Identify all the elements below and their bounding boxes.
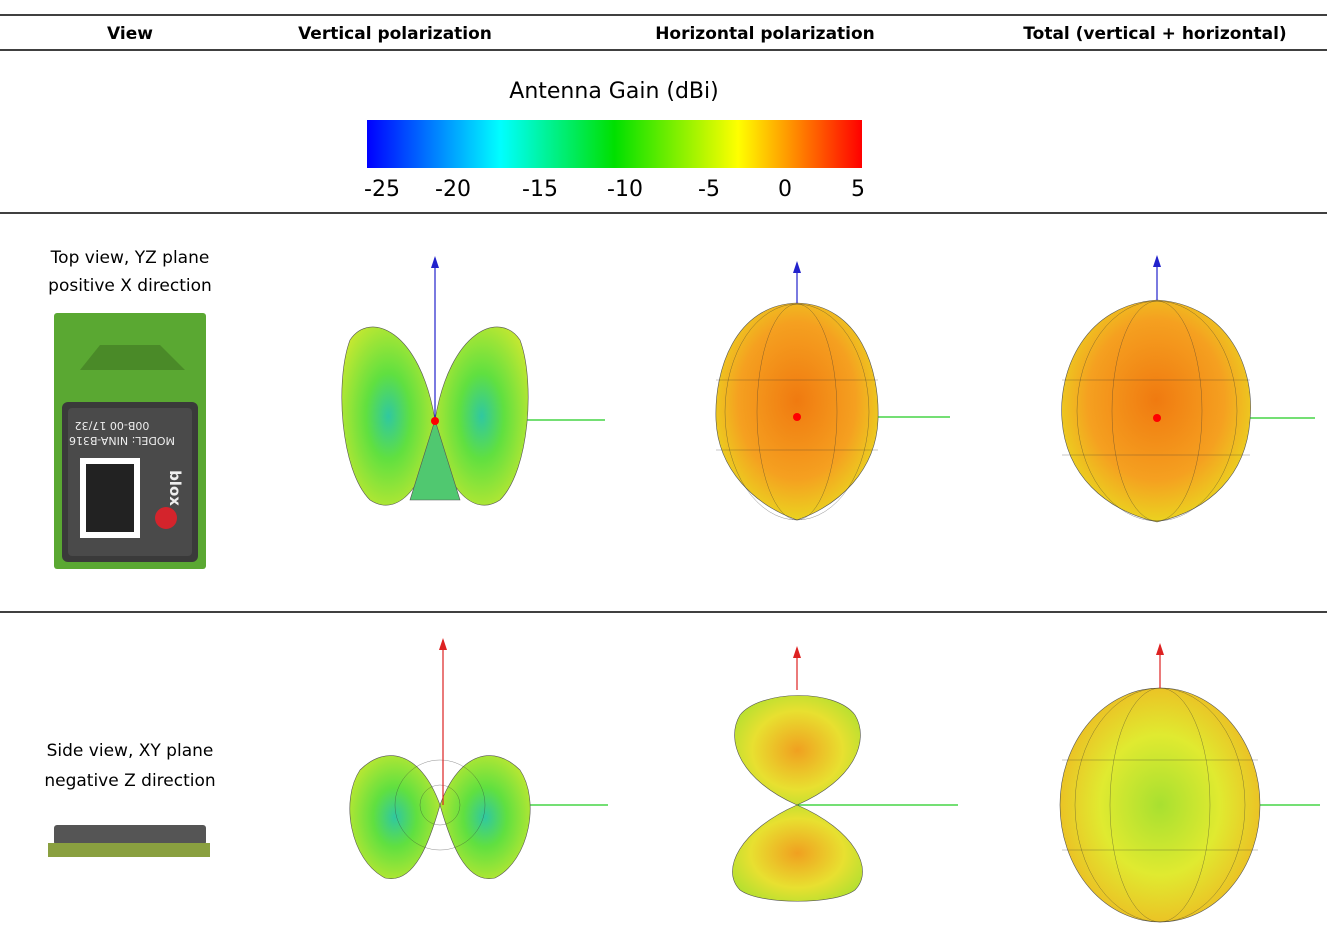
view-label: Top view, YZ plane xyxy=(50,248,210,268)
module-side-image xyxy=(48,825,210,857)
colorbar-tick-label: -20 xyxy=(435,177,471,202)
pattern-vertical-top xyxy=(341,256,605,506)
colorbar-tick-label: -25 xyxy=(364,177,400,202)
module-text: MODEL: NINA-B316 xyxy=(69,434,175,447)
module-text: blox xyxy=(166,470,184,506)
colorbar-tick-label: 0 xyxy=(778,177,792,202)
view-label: positive X direction xyxy=(48,276,212,296)
colorbar-title: Antenna Gain (dBi) xyxy=(509,79,718,104)
colorbar-tick-label: -10 xyxy=(607,177,643,202)
pattern-horizontal-side xyxy=(732,646,958,902)
module-text: 00B-00 17/32 xyxy=(75,419,150,432)
column-header: Vertical polarization xyxy=(298,24,492,44)
column-header: Total (vertical + horizontal) xyxy=(1023,24,1286,44)
column-header: Horizontal polarization xyxy=(655,24,875,44)
module-top-image: MODEL: NINA-B316 00B-00 17/32 blox xyxy=(54,313,206,569)
colorbar-ticks: -25 -20 -15 -10 -5 0 5 xyxy=(364,177,865,202)
colorbar-tick-label: 5 xyxy=(851,177,865,202)
colorbar xyxy=(367,120,862,168)
colorbar-tick-label: -15 xyxy=(522,177,558,202)
pattern-vertical-side xyxy=(349,638,608,879)
pattern-total-side xyxy=(1059,643,1320,923)
colorbar-tick-label: -5 xyxy=(698,177,720,202)
view-label: Side view, XY plane xyxy=(47,741,214,761)
view-label: negative Z direction xyxy=(44,771,215,791)
column-header: View xyxy=(107,24,153,44)
pattern-total-top xyxy=(1061,255,1315,523)
pattern-horizontal-top xyxy=(715,261,950,521)
